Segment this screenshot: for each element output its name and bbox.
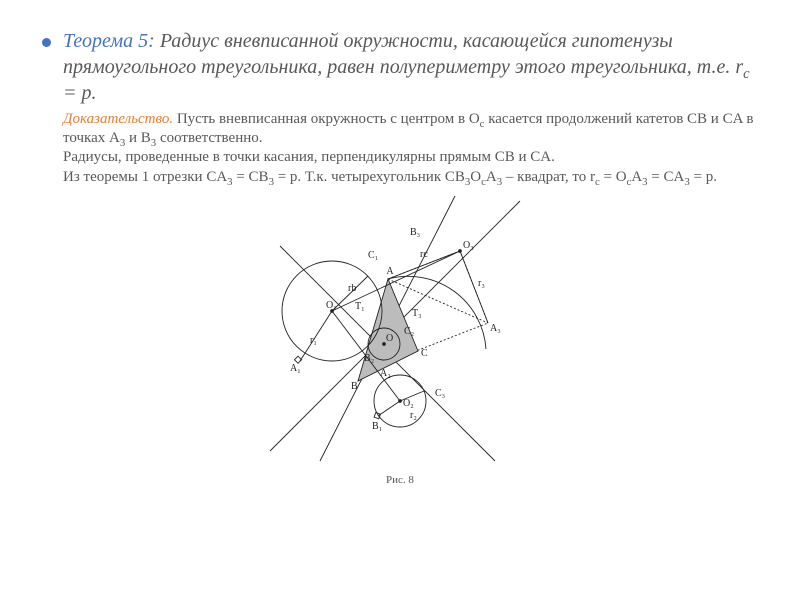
label-A: A (386, 266, 394, 277)
label-B: B (351, 381, 358, 392)
theorem-sub-1: c (743, 66, 749, 82)
label-O2: O₂ (403, 398, 414, 409)
proof-l3-p2: = CB (233, 169, 269, 185)
theorem-label: Теорема 5: (63, 30, 155, 52)
proof-l3-p7: = O (600, 169, 627, 185)
proof-l1-p4: соответственно. (156, 130, 262, 146)
proof-l3-p3: = p. Т.к. четырехугольник CB (274, 169, 465, 185)
proof-line3: Из теоремы 1 отрезки CA3 = CB3 = p. Т.к.… (63, 168, 758, 187)
proof-l3-p4: O (470, 169, 481, 185)
label-rc: rc (420, 249, 428, 260)
proof-line2: Радиусы, проведенные в точки касания, пе… (63, 148, 758, 167)
label-r3: r₃ (478, 278, 485, 289)
proof-l3-p6: – квадрат, то r (502, 169, 595, 185)
label-rb: rb (348, 283, 356, 294)
label-B3: B₃ (410, 227, 420, 238)
label-r2: r₂ (410, 410, 417, 421)
label-B1: B₁ (372, 421, 382, 432)
label-A3: A₃ (490, 323, 501, 334)
geometry-figure: O₁ O₃ O₂ O A B C A₁ B₁ A₃ B₃ C₁ C₃ T₁ (260, 191, 540, 469)
label-C3: C₃ (435, 388, 445, 399)
label-A2: A₂ (380, 368, 391, 379)
proof-l1-p3: и B (125, 130, 151, 146)
label-C1: C₁ (368, 250, 378, 261)
proof-label: Доказательство. (63, 111, 173, 127)
figure-container: O₁ O₃ O₂ O A B C A₁ B₁ A₃ B₃ C₁ C₃ T₁ (42, 191, 758, 469)
label-C2: C₂ (404, 326, 414, 337)
theorem-text: Теорема 5: Радиус вневписанной окружност… (63, 28, 758, 106)
theorem-body-1: Радиус вневписанной окружности, касающей… (63, 30, 743, 78)
label-T3: T₃ (412, 308, 422, 319)
proof-l1-p1: Пусть вневписанная окружность с центром … (173, 111, 480, 127)
proof-l3-p1: Из теоремы 1 отрезки CA (63, 169, 227, 185)
label-T1: T₁ (355, 301, 365, 312)
proof-l3-p10: = p. (690, 169, 717, 185)
proof-l3-p9: = CA (648, 169, 685, 185)
label-O: O (386, 333, 393, 344)
figure-caption: Рис. 8 (260, 474, 540, 486)
label-A1: A₁ (290, 363, 301, 374)
label-O1: O₁ (326, 300, 337, 311)
proof-l3-p8: A (631, 169, 642, 185)
theorem-body-2: = p. (63, 82, 97, 104)
label-r1: r₁ (310, 335, 317, 346)
label-C: C (421, 348, 428, 359)
label-O3: O₃ (463, 240, 474, 251)
theorem-block: Теорема 5: Радиус вневписанной окружност… (42, 28, 758, 106)
label-B2: B₂ (364, 353, 374, 364)
proof-l3-p5: A (486, 169, 497, 185)
proof-block: Доказательство. Пусть вневписанная окруж… (63, 110, 758, 187)
bullet-icon (42, 38, 51, 47)
figure-svg: O₁ O₃ O₂ O A B C A₁ B₁ A₃ B₃ C₁ C₃ T₁ (260, 191, 540, 469)
